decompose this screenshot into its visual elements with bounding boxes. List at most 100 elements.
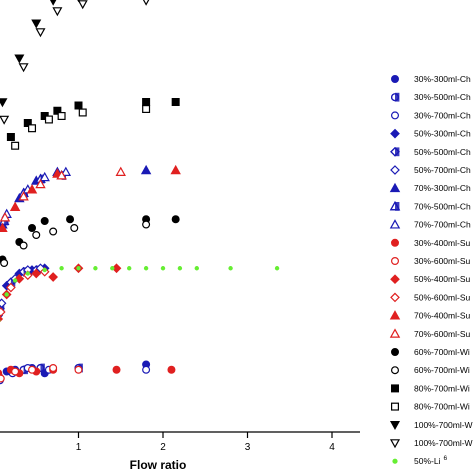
legend-label: 30%-300ml-Ch bbox=[414, 74, 471, 84]
legend-item: 50%-Li 6 bbox=[392, 455, 447, 466]
legend-label: 70%-300ml-Ch bbox=[414, 183, 471, 193]
legend: 30%-300ml-Ch 30%-500ml-Ch 30%-700ml-Ch 50%-… bbox=[389, 74, 473, 466]
data-point bbox=[49, 227, 58, 236]
data-point bbox=[160, 266, 166, 271]
data-point bbox=[52, 7, 63, 17]
data-point bbox=[170, 164, 181, 175]
legend-item: 70%-700ml-Ch bbox=[389, 219, 471, 230]
legend-marker bbox=[389, 219, 401, 229]
data-point bbox=[32, 231, 41, 240]
legend-item: 100%-700ml-W bbox=[389, 438, 473, 449]
legend-marker bbox=[390, 128, 400, 139]
data-point bbox=[56, 170, 67, 180]
data-point bbox=[28, 124, 37, 133]
legend-marker bbox=[391, 257, 400, 266]
data-point bbox=[44, 115, 53, 124]
legend-label: 50%-400ml-Su bbox=[414, 274, 470, 284]
data-point bbox=[142, 104, 151, 113]
legend-marker bbox=[389, 421, 401, 431]
series-19 bbox=[11, 104, 151, 150]
x-tick-label: 1 bbox=[76, 442, 82, 453]
data-point bbox=[194, 266, 199, 271]
legend-marker bbox=[391, 384, 400, 393]
data-point bbox=[127, 266, 132, 271]
data-point bbox=[18, 191, 29, 201]
data-point bbox=[78, 108, 87, 117]
data-point bbox=[112, 365, 121, 374]
series-21 bbox=[0, 0, 150, 125]
series-16 bbox=[0, 215, 180, 264]
legend-label: 80%-700ml-Wi bbox=[414, 402, 470, 412]
data-point bbox=[0, 315, 4, 323]
data-point bbox=[26, 184, 38, 194]
x-tick-label: 4 bbox=[329, 442, 335, 453]
legend-item: 30%-500ml-Ch bbox=[391, 92, 471, 102]
legend-label: 70%-500ml-Ch bbox=[414, 201, 471, 211]
data-point bbox=[167, 365, 176, 374]
data-point bbox=[31, 19, 42, 29]
data-point bbox=[142, 97, 151, 106]
data-point bbox=[0, 374, 5, 383]
data-point bbox=[142, 365, 151, 374]
data-point bbox=[0, 212, 11, 222]
data-point bbox=[142, 220, 151, 229]
legend-label: 70%-600ml-Su bbox=[414, 329, 470, 339]
legend-label: 30%-400ml-Su bbox=[414, 238, 470, 248]
series-11 bbox=[0, 364, 83, 383]
legend-item: 50%-600ml-Su bbox=[390, 292, 470, 303]
data-point bbox=[274, 266, 280, 271]
legend-label: 50%-500ml-Ch bbox=[414, 147, 471, 157]
data-point bbox=[53, 106, 62, 115]
data-point bbox=[171, 215, 180, 224]
series-18 bbox=[6, 97, 180, 142]
x-tick-label: 3 bbox=[245, 442, 251, 453]
data-point bbox=[140, 164, 152, 175]
legend-item: 50%-400ml-Su bbox=[390, 274, 470, 284]
data-point bbox=[14, 273, 25, 284]
data-point bbox=[48, 272, 58, 282]
legend-marker bbox=[389, 200, 401, 211]
series-22 bbox=[0, 266, 280, 323]
data-point bbox=[60, 166, 72, 176]
data-point bbox=[11, 141, 20, 150]
data-point bbox=[171, 97, 180, 106]
x-axis-ticks: 1 2 3 4 bbox=[76, 432, 335, 453]
data-point bbox=[25, 271, 30, 276]
legend-item: 80%-700ml-Wi bbox=[391, 402, 470, 412]
legend-label: 70%-700ml-Ch bbox=[414, 220, 471, 230]
legend-item: 70%-400ml-Su bbox=[389, 310, 470, 321]
data-point bbox=[0, 298, 7, 309]
legend-marker bbox=[391, 238, 400, 247]
data-point bbox=[66, 215, 75, 224]
legend-item: 100%-700ml-W bbox=[389, 420, 473, 431]
legend-item: 50%-300ml-Ch bbox=[390, 128, 471, 139]
data-point bbox=[42, 267, 47, 273]
data-point bbox=[76, 266, 81, 271]
data-point bbox=[19, 241, 28, 250]
legend-item: 30%-700ml-Ch bbox=[391, 110, 471, 120]
legend-label: 30%-500ml-Ch bbox=[414, 92, 471, 102]
data-point bbox=[14, 54, 25, 64]
legend-marker bbox=[389, 310, 401, 320]
legend-label: 80%-700ml-Wi bbox=[414, 383, 470, 393]
legend-label: 100%-700ml-W bbox=[414, 438, 473, 448]
legend-label: 50%-700ml-Ch bbox=[414, 165, 471, 175]
series-20 bbox=[0, 0, 80, 108]
legend-label: 60%-700ml-Wi bbox=[414, 365, 470, 375]
legend-item: 60%-700ml-Wi bbox=[391, 365, 470, 375]
legend-label: 30%-600ml-Su bbox=[414, 256, 470, 266]
data-point bbox=[142, 0, 150, 6]
legend-marker bbox=[389, 439, 401, 449]
data-point bbox=[11, 367, 20, 376]
data-point bbox=[57, 111, 66, 120]
series-15 bbox=[0, 166, 126, 222]
data-point bbox=[6, 133, 15, 142]
data-point bbox=[31, 268, 42, 279]
data-point bbox=[35, 178, 46, 189]
data-point bbox=[115, 166, 126, 176]
data-point bbox=[0, 307, 6, 317]
legend-marker bbox=[390, 292, 400, 303]
data-point bbox=[0, 115, 10, 125]
data-point bbox=[93, 266, 98, 271]
